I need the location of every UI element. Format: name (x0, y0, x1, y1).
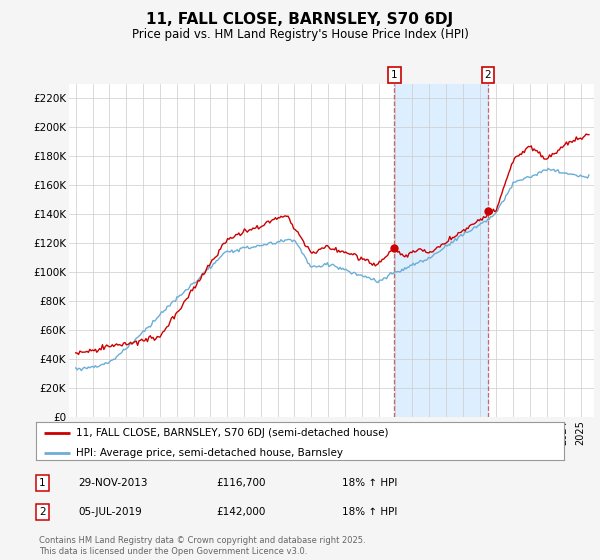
Text: 11, FALL CLOSE, BARNSLEY, S70 6DJ (semi-detached house): 11, FALL CLOSE, BARNSLEY, S70 6DJ (semi-… (76, 428, 388, 438)
Text: £116,700: £116,700 (216, 478, 265, 488)
Text: 11, FALL CLOSE, BARNSLEY, S70 6DJ: 11, FALL CLOSE, BARNSLEY, S70 6DJ (146, 12, 454, 27)
Bar (394, 84, 488, 417)
Text: 18% ↑ HPI: 18% ↑ HPI (342, 478, 397, 488)
Text: 29-NOV-2013: 29-NOV-2013 (78, 478, 148, 488)
Text: 18% ↑ HPI: 18% ↑ HPI (342, 507, 397, 517)
Text: 1: 1 (39, 478, 46, 488)
Text: £142,000: £142,000 (216, 507, 265, 517)
Text: 1: 1 (391, 69, 397, 80)
Text: HPI: Average price, semi-detached house, Barnsley: HPI: Average price, semi-detached house,… (76, 447, 343, 458)
Text: Price paid vs. HM Land Registry's House Price Index (HPI): Price paid vs. HM Land Registry's House … (131, 28, 469, 41)
Text: 2: 2 (39, 507, 46, 517)
Text: 05-JUL-2019: 05-JUL-2019 (78, 507, 142, 517)
Text: 2: 2 (485, 69, 491, 80)
Text: Contains HM Land Registry data © Crown copyright and database right 2025.
This d: Contains HM Land Registry data © Crown c… (39, 536, 365, 556)
